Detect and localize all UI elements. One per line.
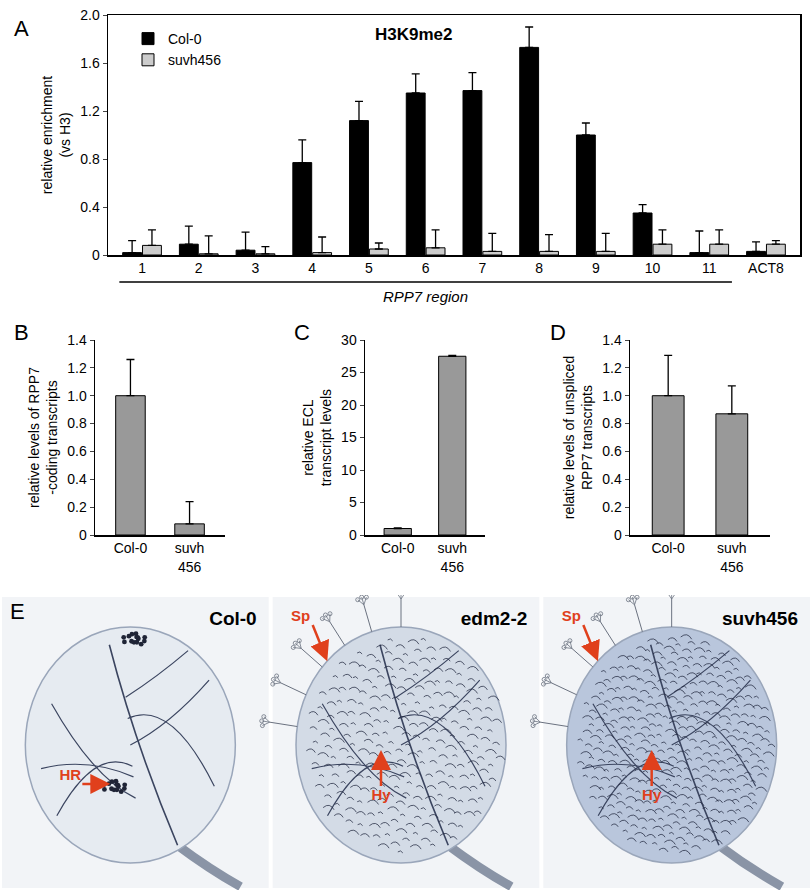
svg-text:20: 20 <box>341 397 357 413</box>
svg-text:10: 10 <box>645 260 661 276</box>
svg-text:Sp: Sp <box>562 607 581 624</box>
svg-text:15: 15 <box>341 429 357 445</box>
svg-text:1.0: 1.0 <box>602 388 622 404</box>
svg-text:RPP7 region: RPP7 region <box>383 288 468 305</box>
svg-text:0.4: 0.4 <box>602 471 622 487</box>
svg-text:4: 4 <box>308 260 316 276</box>
svg-text:ACT8: ACT8 <box>748 260 784 276</box>
svg-text:8: 8 <box>535 260 543 276</box>
svg-text:relative levels of RPP7-coding: relative levels of RPP7-coding transcrip… <box>26 367 60 508</box>
svg-text:1.2: 1.2 <box>80 103 100 119</box>
svg-text:relative enrichment(vs H3): relative enrichment(vs H3) <box>39 76 73 194</box>
svg-text:30: 30 <box>341 332 357 348</box>
svg-text:E: E <box>10 599 25 624</box>
svg-text:2.0: 2.0 <box>80 7 100 23</box>
svg-text:0.8: 0.8 <box>67 415 87 431</box>
svg-text:1.4: 1.4 <box>602 332 622 348</box>
svg-text:1.4: 1.4 <box>67 332 87 348</box>
svg-text:0: 0 <box>349 527 357 543</box>
svg-text:Col-0: Col-0 <box>168 31 202 47</box>
svg-text:3: 3 <box>252 260 260 276</box>
svg-text:0.2: 0.2 <box>602 499 622 515</box>
svg-text:C: C <box>294 320 310 345</box>
svg-text:0.2: 0.2 <box>67 499 87 515</box>
svg-text:9: 9 <box>592 260 600 276</box>
svg-text:suvh456: suvh456 <box>437 540 467 574</box>
svg-text:Col-0: Col-0 <box>651 540 685 556</box>
svg-text:0.4: 0.4 <box>67 471 87 487</box>
svg-text:1.0: 1.0 <box>67 388 87 404</box>
svg-text:5: 5 <box>365 260 373 276</box>
svg-text:0.8: 0.8 <box>602 415 622 431</box>
svg-text:2: 2 <box>195 260 203 276</box>
svg-text:relative levels of unsplicedRP: relative levels of unsplicedRPP7 transcr… <box>561 356 595 519</box>
svg-text:0.8: 0.8 <box>80 151 100 167</box>
svg-text:0: 0 <box>614 527 622 543</box>
svg-text:0.6: 0.6 <box>602 443 622 459</box>
svg-text:10: 10 <box>341 462 357 478</box>
svg-text:1.6: 1.6 <box>80 55 100 71</box>
svg-text:5: 5 <box>349 494 357 510</box>
svg-text:suvh456: suvh456 <box>722 608 798 629</box>
svg-text:25: 25 <box>341 364 357 380</box>
svg-text:H3K9me2: H3K9me2 <box>375 25 453 44</box>
svg-text:0.4: 0.4 <box>80 199 100 215</box>
svg-text:edm2-2: edm2-2 <box>461 608 528 629</box>
svg-text:Col-0: Col-0 <box>381 540 415 556</box>
svg-text:suvh456: suvh456 <box>175 540 205 574</box>
svg-text:0.6: 0.6 <box>67 443 87 459</box>
svg-text:11: 11 <box>702 260 717 276</box>
svg-text:relative ECLtranscript levels: relative ECLtranscript levels <box>300 389 334 486</box>
svg-text:A: A <box>14 16 29 41</box>
svg-text:0: 0 <box>79 527 87 543</box>
svg-text:7: 7 <box>478 260 486 276</box>
svg-text:Sp: Sp <box>291 607 310 624</box>
svg-text:1: 1 <box>138 260 146 276</box>
svg-text:D: D <box>550 320 566 345</box>
svg-text:Hy: Hy <box>642 786 662 803</box>
svg-text:suvh456: suvh456 <box>717 540 747 574</box>
svg-text:6: 6 <box>422 260 430 276</box>
svg-text:B: B <box>14 320 29 345</box>
svg-text:HR: HR <box>59 766 81 783</box>
svg-text:1.2: 1.2 <box>602 360 622 376</box>
svg-text:suvh456: suvh456 <box>168 52 221 68</box>
svg-text:1.2: 1.2 <box>67 360 87 376</box>
svg-text:Col-0: Col-0 <box>209 608 257 629</box>
svg-text:Hy: Hy <box>371 786 391 803</box>
svg-text:0: 0 <box>92 247 100 263</box>
svg-text:Col-0: Col-0 <box>114 540 148 556</box>
